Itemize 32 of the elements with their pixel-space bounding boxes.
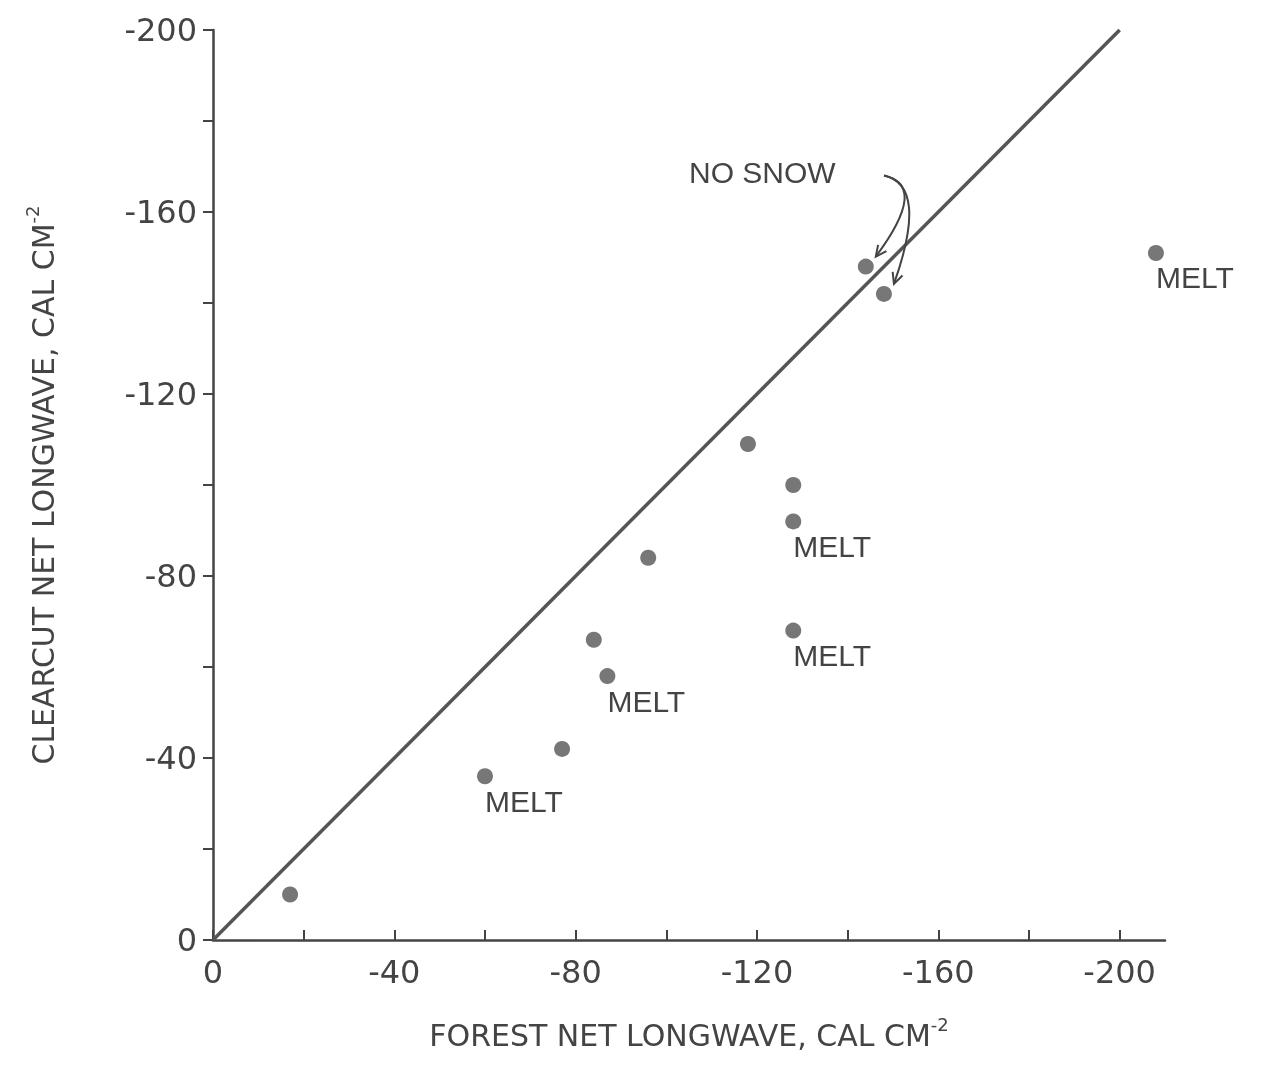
point <box>554 740 571 757</box>
x-tick-label: -80 <box>549 953 602 991</box>
x-tick-label: -200 <box>1083 953 1156 991</box>
point <box>785 622 802 639</box>
x-tick-label: -120 <box>720 953 794 991</box>
x-tick-label: -40 <box>368 953 421 991</box>
y-tick-label: -200 <box>124 11 197 49</box>
point <box>857 258 874 275</box>
point <box>785 477 802 493</box>
y-tick-label: -120 <box>124 375 197 413</box>
point <box>739 436 756 453</box>
y-tick-label: 0 <box>176 921 197 959</box>
x-tick-label: 0 <box>202 953 224 991</box>
annotation: MELT <box>485 784 563 818</box>
point <box>785 513 802 530</box>
y-tick-label: -160 <box>124 193 197 231</box>
annotation: MELT <box>1155 261 1234 295</box>
point <box>640 549 657 566</box>
y-tick-label: -40 <box>144 739 197 777</box>
y-axis-title: CLEARCUT NET LONGWAVE, CAL CM-2 <box>21 205 61 765</box>
point <box>282 886 299 903</box>
point <box>585 631 602 648</box>
point <box>1147 244 1164 261</box>
x-tick-label: -160 <box>902 953 975 991</box>
point <box>477 768 493 785</box>
annotation: NO SNOW <box>689 155 837 189</box>
annotation: MELT <box>793 529 872 563</box>
annotation: MELT <box>793 639 872 673</box>
point <box>875 285 892 302</box>
point <box>599 668 616 685</box>
annotation: MELT <box>607 684 686 718</box>
y-tick-label: -80 <box>144 557 197 595</box>
